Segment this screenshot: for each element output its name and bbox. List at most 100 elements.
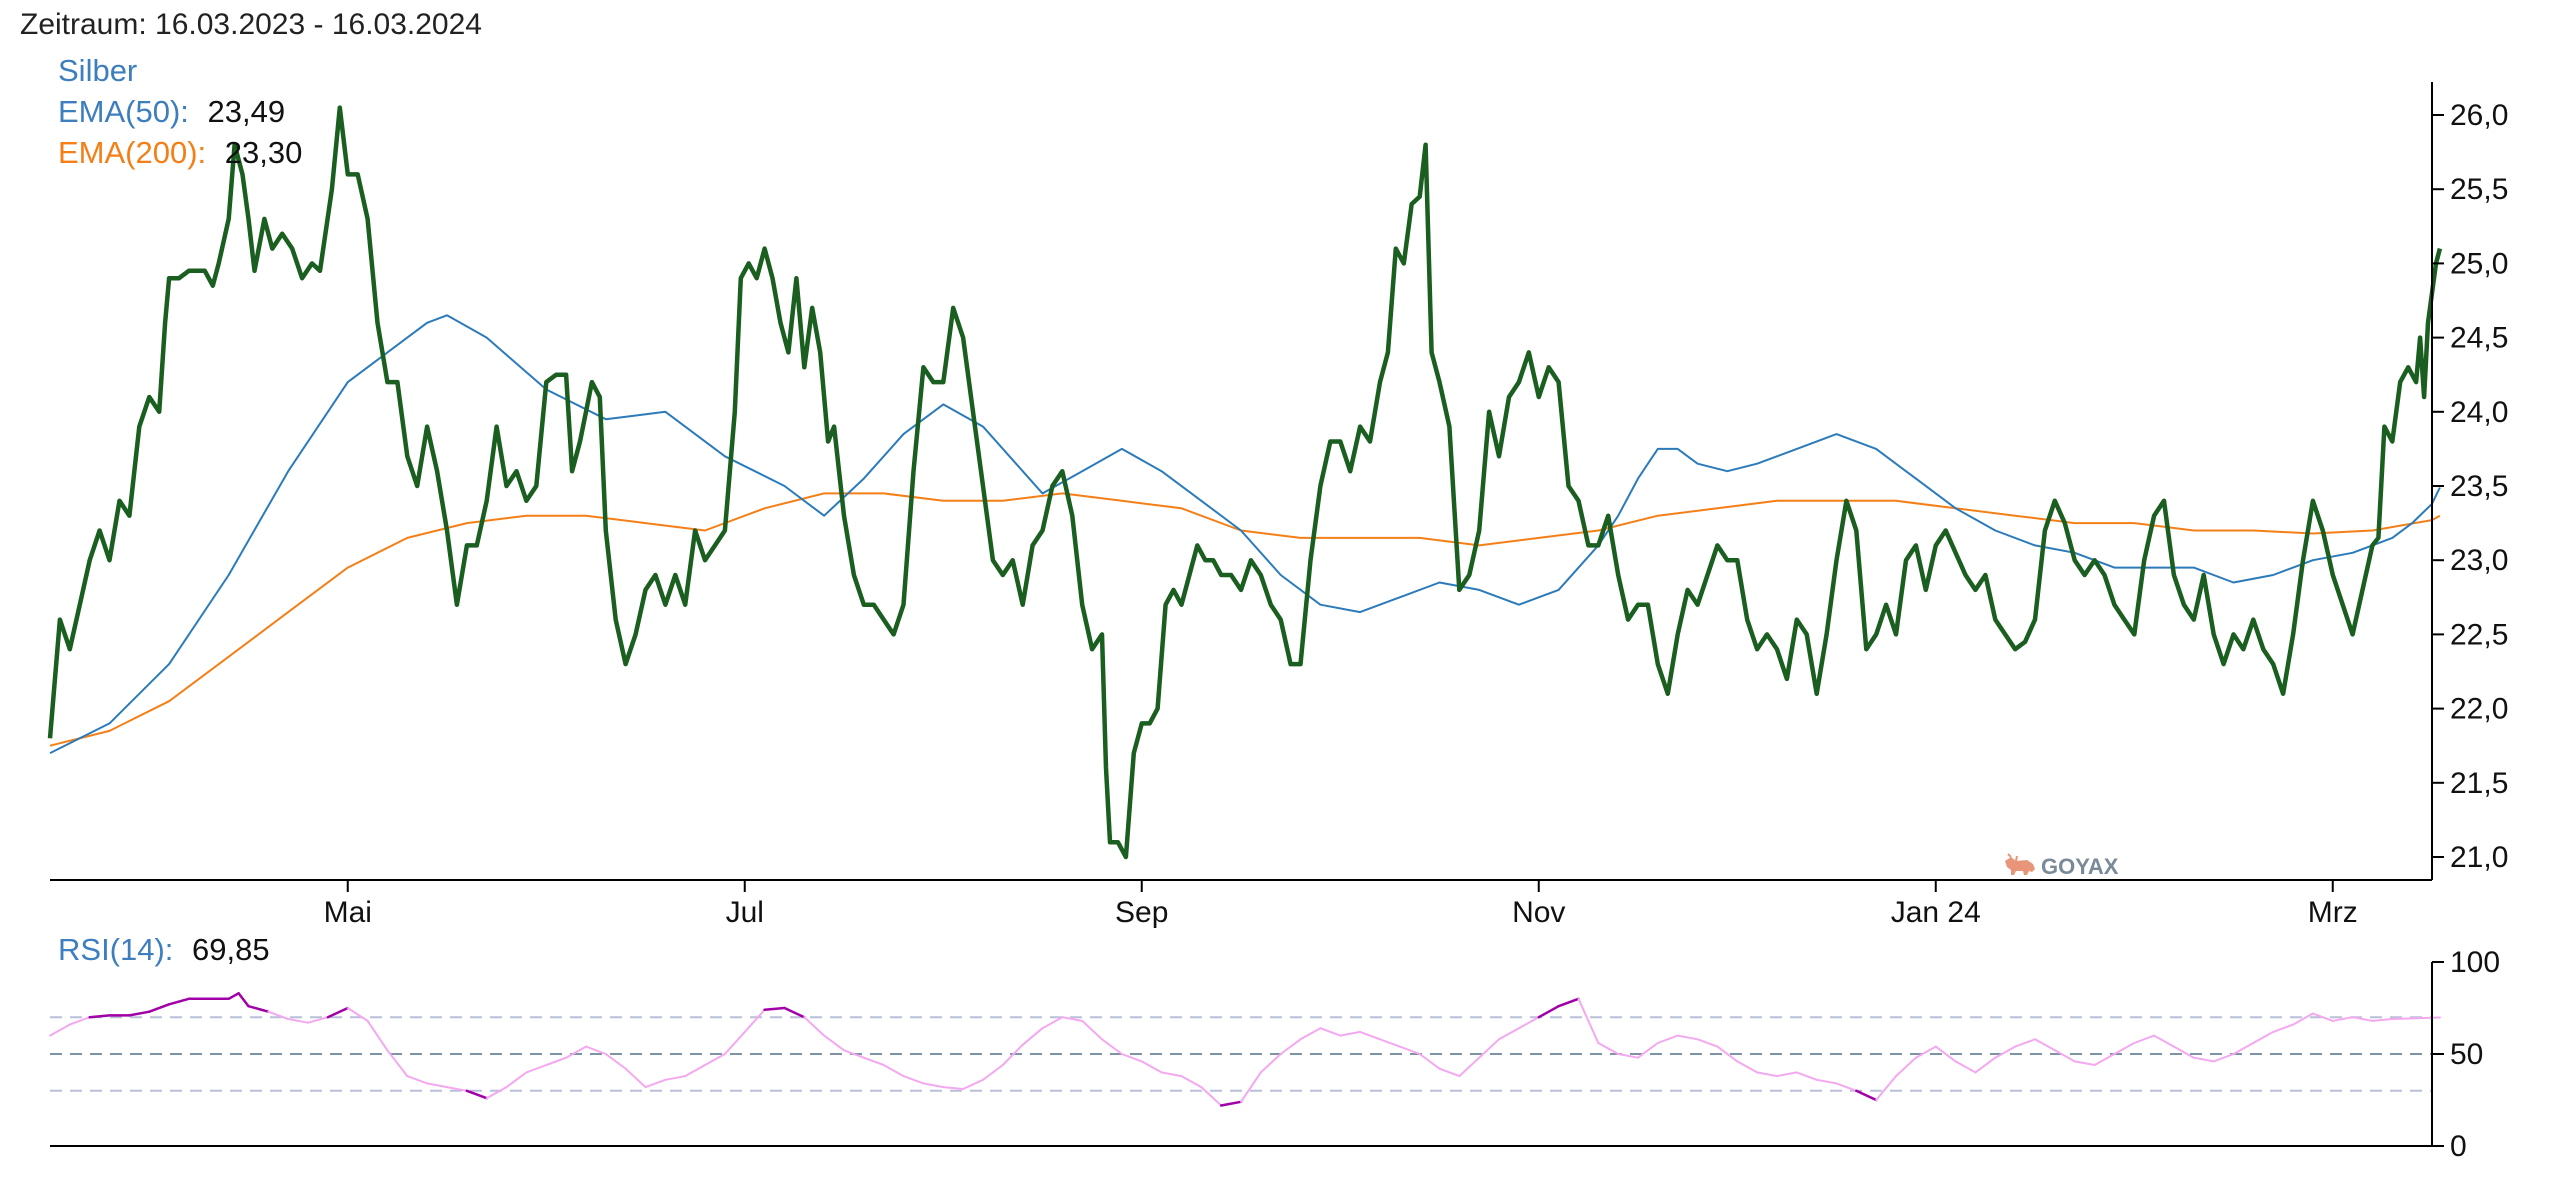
- rsi-line-segment: [1319, 1027, 1342, 1037]
- rsi-line-segment: [783, 1006, 806, 1019]
- rsi-line-segment: [128, 1010, 151, 1017]
- rsi-line-segment: [247, 1004, 270, 1013]
- rsi-y-tick-label: 0: [2450, 1130, 2467, 1163]
- price-y-tick-label: 25,5: [2450, 173, 2508, 206]
- rsi-line-segment: [1081, 1019, 1103, 1041]
- rsi-line-segment: [1061, 1016, 1084, 1022]
- price-y-tick-label: 22,0: [2450, 693, 2508, 726]
- price-y-ticks: 21,0 21,5 22,0 22,5 23,0 23,5 24,0 24,5 25,0 25,5…: [2432, 99, 2508, 874]
- rsi-line-segment: [1716, 1045, 1739, 1063]
- rsi-line-segment: [2371, 1018, 2394, 1022]
- legend-rsi-label: RSI(14):: [58, 932, 173, 967]
- rsi-line-segment: [2252, 1030, 2275, 1044]
- legend-instrument: Silber: [58, 53, 137, 88]
- rsi-line-segment: [505, 1071, 528, 1089]
- rsi-line-segment: [624, 1067, 647, 1089]
- rsi-line-segment: [1438, 1067, 1461, 1078]
- rsi-line-segment: [1617, 1053, 1639, 1059]
- rsi-line-segment: [1279, 1038, 1302, 1055]
- rsi-line-segment: [664, 1075, 687, 1081]
- rsi-line-segment: [545, 1056, 568, 1066]
- price-x-tick-label: Nov: [1512, 896, 1565, 929]
- rsi-line-segment: [1795, 1071, 1818, 1081]
- rsi-reference-lines: [50, 1016, 2432, 1092]
- bull-icon: [2005, 853, 2035, 875]
- rsi-line-segment: [763, 1006, 786, 1012]
- legend-ema200-label: EMA(200):: [58, 135, 206, 170]
- rsi-line-segment: [426, 1082, 448, 1089]
- rsi-line-segment: [1656, 1034, 1679, 1044]
- rsi-line-segment: [1200, 1086, 1223, 1107]
- rsi-line-segment: [942, 1086, 965, 1090]
- goyax-logo: GOYAX: [2005, 853, 2119, 879]
- price-line-silber: [47, 105, 2443, 860]
- rsi-line-segment: [843, 1049, 865, 1059]
- legend-ema50: EMA(50): 23,49: [58, 94, 285, 129]
- rsi-line-segment: [604, 1053, 627, 1070]
- price-y-tick-label: 22,5: [2450, 618, 2508, 651]
- price-x-tick-label: Sep: [1115, 896, 1168, 929]
- rsi-line-segment: [1875, 1075, 1897, 1101]
- rsi-line-segment: [366, 1019, 389, 1052]
- rsi-line-segment: [1180, 1075, 1203, 1089]
- rsi-line-segment: [1240, 1071, 1262, 1103]
- rsi-y-tick-label: 100: [2450, 946, 2500, 979]
- rsi-line-segment: [1299, 1027, 1322, 1041]
- rsi-line-segment: [723, 1030, 746, 1055]
- rsi-line-segment: [446, 1086, 468, 1092]
- price-x-tick-label: Mrz: [2308, 896, 2358, 929]
- rsi-line-segment: [167, 997, 191, 1006]
- rsi-line-segment: [1041, 1016, 1064, 1030]
- rsi-line-segment: [1160, 1071, 1183, 1078]
- rsi-line-segment: [1815, 1078, 1838, 1085]
- rsi-line-segment: [326, 1006, 350, 1019]
- rsi-line-segment: [1379, 1038, 1401, 1048]
- rsi-line-segment: [1736, 1060, 1759, 1074]
- rsi-line-segment: [525, 1064, 548, 1074]
- rsi-line-segment: [237, 992, 250, 1008]
- rsi-line-segment: [346, 1007, 369, 1022]
- rsi-line-segment: [2212, 1053, 2235, 1063]
- rsi-line-segment: [1994, 1045, 2017, 1059]
- price-lines: [47, 105, 2443, 860]
- rsi-line-segment: [1398, 1045, 1421, 1055]
- rsi-line-segment: [1895, 1056, 1917, 1078]
- price-y-tick-label: 23,5: [2450, 470, 2508, 503]
- rsi-line-segment: [1219, 1100, 1243, 1107]
- rsi-line-segment: [1478, 1038, 1500, 1059]
- price-y-tick-label: 24,5: [2450, 322, 2508, 355]
- rsi-line-segment: [1517, 1016, 1540, 1030]
- rsi-line-segment: [1776, 1071, 1798, 1078]
- rsi-line-segment: [585, 1045, 607, 1055]
- rsi-line-segment: [2093, 1053, 2116, 1066]
- goyax-logo-text: GOYAX: [2041, 854, 2119, 879]
- rsi-line-segment: [1597, 1042, 1620, 1055]
- rsi-line-segment: [1339, 1030, 1362, 1037]
- rsi-line-segment: [1637, 1042, 1659, 1059]
- rsi-line-segment: [2172, 1045, 2195, 1059]
- rsi-line-segment: [49, 1023, 71, 1037]
- price-x-ticks: Mai Jul Sep Nov Jan 24 Mrz: [324, 880, 2358, 929]
- rsi-line-segment: [743, 1008, 766, 1033]
- rsi-line-segment: [1101, 1038, 1123, 1055]
- rsi-line-segment: [1359, 1030, 1381, 1041]
- rsi-line-segment: [1021, 1027, 1044, 1046]
- rsi-line-segment: [2053, 1049, 2076, 1063]
- rsi-y-tick-label: 50: [2450, 1038, 2483, 1071]
- rsi-line-segment: [1974, 1056, 1997, 1074]
- rsi-line-segment: [922, 1082, 945, 1089]
- rsi-line-segment: [1557, 997, 1580, 1008]
- price-x-tick-label: Jan 24: [1891, 896, 1981, 929]
- rsi-lines: [49, 992, 2441, 1107]
- price-y-tick-label: 23,0: [2450, 544, 2508, 577]
- price-x-tick-label: Mai: [324, 896, 372, 929]
- price-y-tick-label: 25,0: [2450, 247, 2508, 280]
- rsi-line-segment: [2272, 1023, 2295, 1033]
- rsi-line-segment: [88, 1014, 111, 1019]
- legend-ema200-value: 23,30: [225, 135, 303, 170]
- rsi-line-segment: [2014, 1038, 2036, 1048]
- ema200-line: [49, 492, 2441, 747]
- rsi-line-segment: [882, 1064, 905, 1078]
- rsi-line-segment: [902, 1075, 925, 1085]
